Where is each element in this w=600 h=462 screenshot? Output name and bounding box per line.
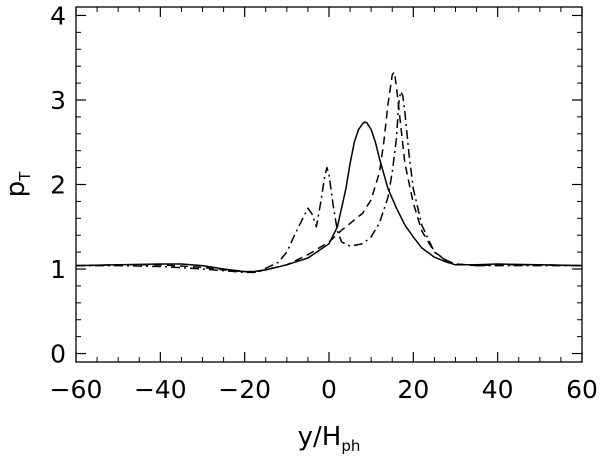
y-tick-label: 3 bbox=[50, 86, 66, 115]
plot-frame bbox=[75, 6, 583, 363]
y-axis-label-sub: T bbox=[16, 171, 34, 182]
y-tick-label: 4 bbox=[50, 1, 66, 30]
y-tick-label: 0 bbox=[50, 340, 66, 369]
series-line-dash-dot bbox=[76, 90, 582, 274]
x-tick-label: 60 bbox=[566, 375, 598, 404]
x-tick-label: −40 bbox=[134, 375, 187, 404]
x-axis: −60 −40 −20 0 20 40 60 bbox=[50, 7, 598, 404]
y-axis-label: pT bbox=[1, 171, 34, 198]
x-axis-label-main: y/H bbox=[298, 422, 342, 452]
series-line-solid bbox=[75, 121, 583, 273]
y-tick-label: 1 bbox=[50, 255, 66, 284]
x-tick-label: −60 bbox=[50, 375, 103, 404]
y-tick-label: 2 bbox=[50, 171, 66, 200]
y-axis-label-main: p bbox=[1, 181, 31, 198]
x-tick-label: 20 bbox=[397, 375, 429, 404]
x-axis-label: y/Hph bbox=[298, 422, 361, 455]
x-axis-label-sub: ph bbox=[341, 437, 360, 455]
y-axis: 0 1 2 3 4 bbox=[50, 1, 582, 369]
plot-border bbox=[75, 6, 583, 363]
x-tick-label: 0 bbox=[321, 375, 337, 404]
series-layer bbox=[75, 71, 583, 274]
series-line-dashed bbox=[75, 71, 583, 273]
x-tick-label: −20 bbox=[218, 375, 271, 404]
x-tick-label: 40 bbox=[482, 375, 514, 404]
